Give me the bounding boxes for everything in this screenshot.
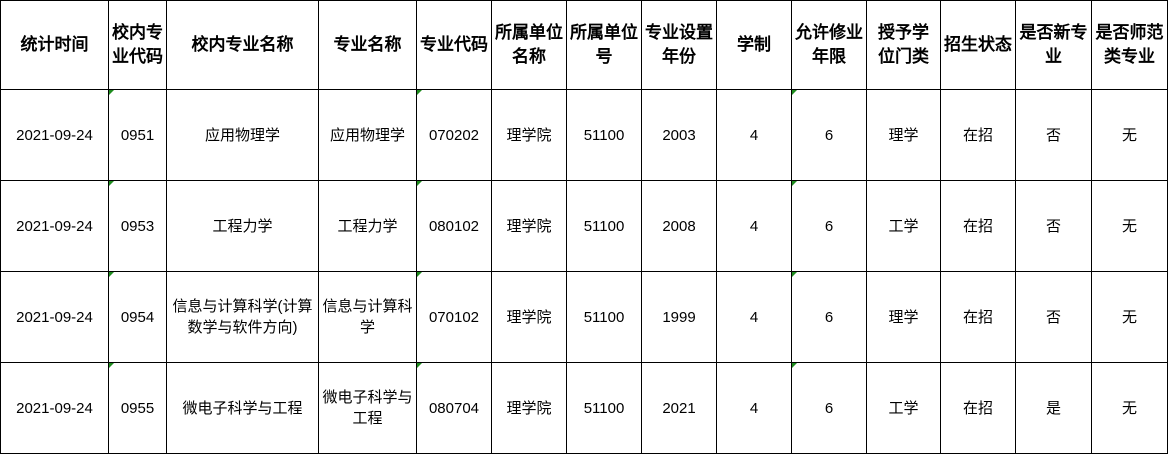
table-cell[interactable]: 否 <box>1015 180 1092 272</box>
table-cell[interactable]: 2021-09-24 <box>0 271 109 363</box>
table-cell[interactable]: 6 <box>791 180 867 272</box>
table-cell[interactable]: 无 <box>1091 89 1168 181</box>
table-cell[interactable]: 2003 <box>641 89 717 181</box>
column-header[interactable]: 学制 <box>716 0 792 90</box>
table-cell[interactable]: 1999 <box>641 271 717 363</box>
table-cell[interactable]: 微电子科学与工程 <box>166 362 319 454</box>
table-cell[interactable]: 在招 <box>940 362 1016 454</box>
table-row: 2021-09-24 0953 工程力学 工程力学 080102 理学院 51100 2008… <box>0 180 1168 272</box>
table-cell[interactable]: 理学 <box>866 271 941 363</box>
table-cell[interactable]: 51100 <box>566 89 642 181</box>
table-cell[interactable]: 2021-09-24 <box>0 362 109 454</box>
table-cell[interactable]: 否 <box>1015 271 1092 363</box>
table-cell[interactable]: 6 <box>791 89 867 181</box>
column-header[interactable]: 专业代码 <box>416 0 492 90</box>
column-header[interactable]: 校内专业代码 <box>108 0 167 90</box>
table-cell[interactable]: 在招 <box>940 271 1016 363</box>
table-cell[interactable]: 理学院 <box>491 180 567 272</box>
table-cell[interactable]: 4 <box>716 362 792 454</box>
table-cell[interactable]: 工学 <box>866 362 941 454</box>
table-cell[interactable]: 应用物理学 <box>166 89 319 181</box>
table-cell[interactable]: 4 <box>716 89 792 181</box>
header-row: 统计时间 校内专业代码 校内专业名称 专业名称 专业代码 所属单位名称 所属单位号 专业设置年… <box>0 0 1168 90</box>
table-cell[interactable]: 是 <box>1015 362 1092 454</box>
table-cell[interactable]: 2008 <box>641 180 717 272</box>
column-header[interactable]: 校内专业名称 <box>166 0 319 90</box>
table-cell[interactable]: 无 <box>1091 362 1168 454</box>
table-cell[interactable]: 理学院 <box>491 362 567 454</box>
table-cell[interactable]: 6 <box>791 271 867 363</box>
column-header[interactable]: 统计时间 <box>0 0 109 90</box>
table-cell[interactable]: 无 <box>1091 271 1168 363</box>
table-cell[interactable]: 信息与计算科学(计算数学与软件方向) <box>166 271 319 363</box>
table-cell[interactable]: 信息与计算科学 <box>318 271 417 363</box>
column-header[interactable]: 招生状态 <box>940 0 1016 90</box>
table-row: 2021-09-24 0954 信息与计算科学(计算数学与软件方向) 信息与计算科学 0… <box>0 271 1168 363</box>
table-cell[interactable]: 0953 <box>108 180 167 272</box>
column-header[interactable]: 所属单位名称 <box>491 0 567 90</box>
column-header[interactable]: 是否师范类专业 <box>1091 0 1168 90</box>
table-cell[interactable]: 6 <box>791 362 867 454</box>
column-header[interactable]: 授予学位门类 <box>866 0 941 90</box>
table-cell[interactable]: 理学院 <box>491 89 567 181</box>
table-cell[interactable]: 4 <box>716 180 792 272</box>
column-header[interactable]: 是否新专业 <box>1015 0 1092 90</box>
table-cell[interactable]: 2021-09-24 <box>0 180 109 272</box>
table-cell[interactable]: 0955 <box>108 362 167 454</box>
table-cell[interactable]: 51100 <box>566 271 642 363</box>
table-cell[interactable]: 应用物理学 <box>318 89 417 181</box>
table-cell[interactable]: 070202 <box>416 89 492 181</box>
table-cell[interactable]: 0954 <box>108 271 167 363</box>
column-header[interactable]: 专业设置年份 <box>641 0 717 90</box>
table-cell[interactable]: 无 <box>1091 180 1168 272</box>
table-cell[interactable]: 微电子科学与工程 <box>318 362 417 454</box>
table-cell[interactable]: 080704 <box>416 362 492 454</box>
table-cell[interactable]: 070102 <box>416 271 492 363</box>
table-cell[interactable]: 51100 <box>566 362 642 454</box>
table-cell[interactable]: 51100 <box>566 180 642 272</box>
table-cell[interactable]: 理学院 <box>491 271 567 363</box>
table-cell[interactable]: 0951 <box>108 89 167 181</box>
table-row: 2021-09-24 0951 应用物理学 应用物理学 070202 理学院 51100 20… <box>0 89 1168 181</box>
column-header[interactable]: 允许修业年限 <box>791 0 867 90</box>
table-cell[interactable]: 在招 <box>940 89 1016 181</box>
column-header[interactable]: 专业名称 <box>318 0 417 90</box>
table-cell[interactable]: 工学 <box>866 180 941 272</box>
table-cell[interactable]: 工程力学 <box>318 180 417 272</box>
table-cell[interactable]: 理学 <box>866 89 941 181</box>
table-cell[interactable]: 2021-09-24 <box>0 89 109 181</box>
table-cell[interactable]: 2021 <box>641 362 717 454</box>
column-header[interactable]: 所属单位号 <box>566 0 642 90</box>
table-cell[interactable]: 工程力学 <box>166 180 319 272</box>
table-cell[interactable]: 4 <box>716 271 792 363</box>
table-cell[interactable]: 在招 <box>940 180 1016 272</box>
table-row: 2021-09-24 0955 微电子科学与工程 微电子科学与工程 080704 理学院 5… <box>0 362 1168 454</box>
table-cell[interactable]: 否 <box>1015 89 1092 181</box>
table-cell[interactable]: 080102 <box>416 180 492 272</box>
